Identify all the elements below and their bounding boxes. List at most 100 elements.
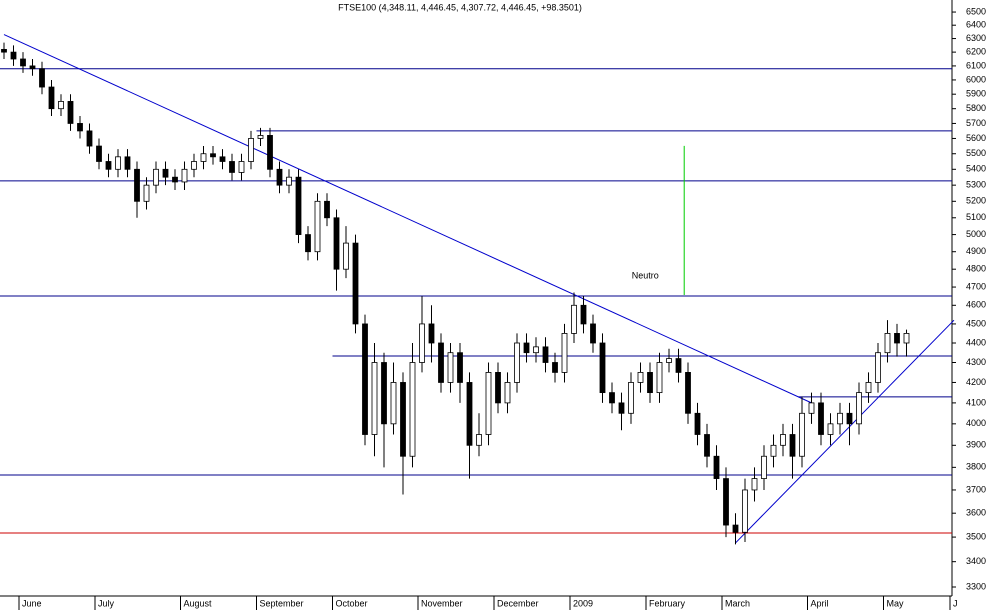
annotation: Neutro bbox=[632, 271, 659, 281]
candle-body bbox=[428, 323, 435, 344]
candle-body bbox=[476, 434, 482, 446]
y-tick-label: 5400 bbox=[966, 164, 986, 174]
candle-body bbox=[903, 333, 910, 344]
candle-body bbox=[827, 423, 834, 435]
candle-body bbox=[571, 304, 577, 334]
x-tick-label: 2009 bbox=[573, 598, 593, 608]
y-tick-label: 6400 bbox=[966, 20, 986, 30]
y-tick-label: 3400 bbox=[966, 556, 986, 566]
candle-body bbox=[153, 168, 159, 186]
candle-body bbox=[561, 333, 568, 373]
y-tick-label: 5000 bbox=[966, 229, 986, 239]
candle-body bbox=[134, 168, 140, 202]
candle-body bbox=[210, 153, 216, 158]
candle-body bbox=[599, 342, 606, 394]
x-tick-label: May bbox=[887, 598, 905, 608]
candle-body bbox=[200, 153, 207, 162]
y-tick-label: 4300 bbox=[966, 357, 986, 367]
candle-body bbox=[533, 346, 539, 354]
candle-body bbox=[286, 176, 292, 186]
chart-title: FTSE100 (4,348.11, 4,446.45, 4,307.72, 4… bbox=[338, 2, 582, 12]
candle-body bbox=[381, 362, 387, 425]
candle-body bbox=[723, 478, 729, 526]
candle-body bbox=[666, 358, 672, 363]
candle-body bbox=[371, 362, 378, 435]
candle-body bbox=[77, 123, 83, 132]
candle-body bbox=[229, 161, 235, 173]
candle-body bbox=[637, 372, 644, 383]
candle-body bbox=[514, 342, 520, 383]
candle-body bbox=[780, 434, 786, 446]
candle-body bbox=[580, 304, 587, 325]
candle-body bbox=[761, 455, 767, 479]
y-tick-label: 5300 bbox=[966, 180, 986, 190]
candle-body bbox=[457, 352, 463, 383]
y-tick-label: 4900 bbox=[966, 246, 986, 256]
candle-body bbox=[314, 200, 321, 253]
candle-body bbox=[162, 168, 169, 178]
candle-body bbox=[67, 101, 74, 124]
candle-body bbox=[238, 161, 245, 173]
y-tick-label: 3700 bbox=[966, 484, 986, 494]
candle-body bbox=[105, 161, 112, 170]
candle-body bbox=[276, 168, 283, 186]
trend-line bbox=[735, 319, 955, 544]
candle-body bbox=[875, 352, 881, 383]
y-tick-label: 3500 bbox=[966, 531, 986, 541]
candle-body bbox=[10, 51, 17, 60]
candle-body bbox=[257, 135, 264, 139]
candle-body bbox=[485, 372, 492, 435]
candle-body bbox=[704, 434, 710, 457]
y-tick-label: 6500 bbox=[966, 6, 986, 16]
x-tick-label: July bbox=[98, 598, 115, 608]
candle-body bbox=[305, 234, 311, 253]
candle-body bbox=[884, 333, 891, 354]
y-tick-label: 3800 bbox=[966, 462, 986, 472]
y-tick-label: 6100 bbox=[966, 60, 986, 70]
candle-body bbox=[115, 156, 121, 170]
candle-body bbox=[20, 58, 26, 67]
candle-body bbox=[647, 372, 653, 394]
candle-body bbox=[29, 65, 36, 70]
candle-body bbox=[172, 176, 178, 183]
y-tick-label: 4200 bbox=[966, 377, 986, 387]
candle-body bbox=[48, 86, 55, 110]
candle-body bbox=[656, 362, 663, 394]
y-tick-label: 5900 bbox=[966, 89, 986, 99]
candle-body bbox=[552, 362, 558, 373]
y-tick-label: 5500 bbox=[966, 148, 986, 158]
y-tick-label: 3600 bbox=[966, 508, 986, 518]
candle-body bbox=[324, 200, 330, 219]
candle-body bbox=[865, 382, 872, 394]
candle-body bbox=[143, 184, 150, 202]
x-tick-label: April bbox=[811, 598, 829, 608]
candle-body bbox=[808, 402, 815, 414]
candle-body bbox=[523, 342, 530, 354]
candle-body bbox=[447, 352, 454, 383]
x-tick-label: December bbox=[497, 598, 539, 608]
candle-body bbox=[837, 412, 843, 425]
candle-body bbox=[542, 346, 549, 363]
candle-body bbox=[618, 402, 625, 414]
candle-body bbox=[856, 392, 862, 425]
candle-body bbox=[732, 524, 739, 533]
candle-body bbox=[124, 156, 131, 170]
y-tick-label: 4600 bbox=[966, 300, 986, 310]
candle-body bbox=[295, 176, 302, 235]
candle-body bbox=[466, 382, 473, 446]
y-tick-label: 4500 bbox=[966, 318, 986, 328]
candle-body bbox=[343, 242, 349, 270]
candle-body bbox=[770, 444, 777, 457]
candle-body bbox=[675, 358, 682, 373]
candle-body bbox=[742, 489, 748, 533]
y-tick-label: 5600 bbox=[966, 133, 986, 143]
y-tick-label: 3900 bbox=[966, 440, 986, 450]
candle-body bbox=[789, 434, 796, 457]
candle-body bbox=[846, 412, 853, 425]
candle-body bbox=[894, 333, 900, 344]
x-tick-label: June bbox=[22, 598, 42, 608]
x-tick-label: March bbox=[725, 598, 750, 608]
x-tick-label: J bbox=[953, 598, 958, 608]
candle-body bbox=[191, 161, 197, 170]
